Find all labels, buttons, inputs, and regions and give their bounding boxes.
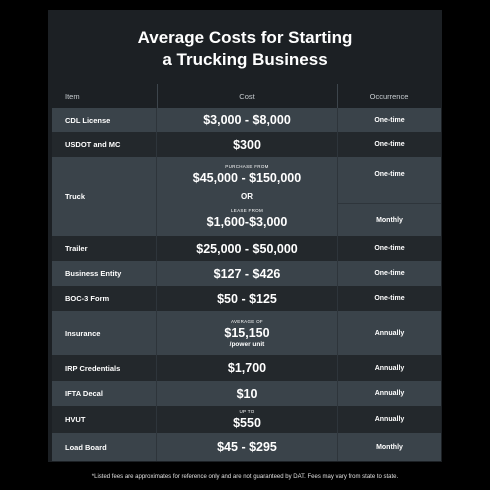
row: IFTA Decal $10 Annually: [52, 381, 441, 406]
footnote: *Listed fees are approximates for refere…: [91, 474, 399, 480]
occurrence: One-time: [374, 141, 405, 148]
cost-note: AVERAGE OF: [231, 318, 263, 324]
item: IRP Credentials: [52, 355, 157, 381]
cost-note: LEASE FROM: [230, 208, 263, 213]
cost: $45 - $295: [157, 433, 338, 461]
row: CDL License $3,000 - $8,000 One-time: [52, 108, 441, 132]
cost: $1,700: [157, 355, 338, 381]
title: a Trucking Business: [162, 50, 328, 69]
item: IFTA Decal: [52, 381, 157, 406]
occurrence: One-time Monthly: [338, 157, 441, 236]
cost: $10: [157, 381, 338, 406]
row: BOC-3 Form $50 - $125 One-time: [52, 286, 441, 311]
title: Average Costs for Starting: [137, 28, 353, 47]
row: IRP Credentials $1,700 Annually: [52, 355, 441, 381]
column-header: Item: [65, 91, 80, 101]
cost: $50 - $125: [157, 286, 338, 311]
cost: $15,150: [224, 325, 270, 340]
occurrence: Annually: [374, 416, 405, 423]
row: HVUT UP TO $550 Annually: [52, 406, 441, 433]
occurrence: One-time: [374, 245, 405, 252]
item: Truck: [52, 157, 157, 236]
row: Business Entity $127 - $426 One-time: [52, 261, 441, 286]
row: Truck PURCHASE FROM $45,000 - $150,000 O…: [52, 157, 441, 236]
column-header: Cost: [239, 91, 255, 101]
row: Load Board $45 - $295 Monthly: [52, 433, 441, 461]
cost: PURCHASE FROM $45,000 - $150,000 OR LEAS…: [157, 157, 338, 236]
cost-note: UP TO: [239, 409, 255, 414]
occurrence: Monthly: [376, 216, 403, 224]
item: Trailer: [52, 236, 157, 261]
separator: OR: [241, 192, 253, 201]
cost: $25,000 - $50,000: [157, 236, 338, 261]
item: Load Board: [52, 433, 157, 461]
occurrence: One-time: [374, 116, 405, 124]
cost-note: PURCHASE FROM: [225, 164, 269, 169]
cost: AVERAGE OF $15,150 /power unit: [157, 311, 338, 355]
divider: [337, 84, 338, 108]
item: HVUT: [52, 406, 157, 433]
row: USDOT and MC $300 One-time: [52, 132, 441, 157]
item: Insurance: [52, 311, 157, 355]
item: Business Entity: [52, 261, 157, 286]
occurrence: One-time: [374, 295, 405, 302]
option: LEASE FROM $1,600-$3,000: [157, 201, 337, 236]
cost: UP TO $550: [157, 406, 338, 433]
occurrence: Annually: [374, 364, 405, 372]
occurrence: Annually: [374, 390, 405, 397]
occurrence: Annually: [374, 329, 405, 337]
item: CDL License: [52, 108, 157, 132]
divider: [157, 84, 158, 108]
item: USDOT and MC: [52, 132, 157, 157]
cost: $550: [233, 416, 261, 430]
occurrence: One-time: [338, 157, 441, 204]
cost-suffix: /power unit: [229, 340, 265, 348]
row: Insurance AVERAGE OF $15,150 /power unit…: [52, 311, 441, 355]
cost: $300: [157, 132, 338, 157]
cost: $45,000 - $150,000: [192, 171, 302, 185]
option: PURCHASE FROM $45,000 - $150,000: [157, 157, 337, 192]
cost: $1,600-$3,000: [206, 215, 288, 229]
occurrence: One-time: [374, 270, 405, 277]
item: BOC-3 Form: [52, 286, 157, 311]
column-header: Occurrence: [369, 91, 409, 101]
occurrence: Monthly: [376, 443, 403, 451]
row: Trailer $25,000 - $50,000 One-time: [52, 236, 441, 261]
cost: $127 - $426: [157, 261, 338, 286]
cost: $3,000 - $8,000: [157, 108, 338, 132]
